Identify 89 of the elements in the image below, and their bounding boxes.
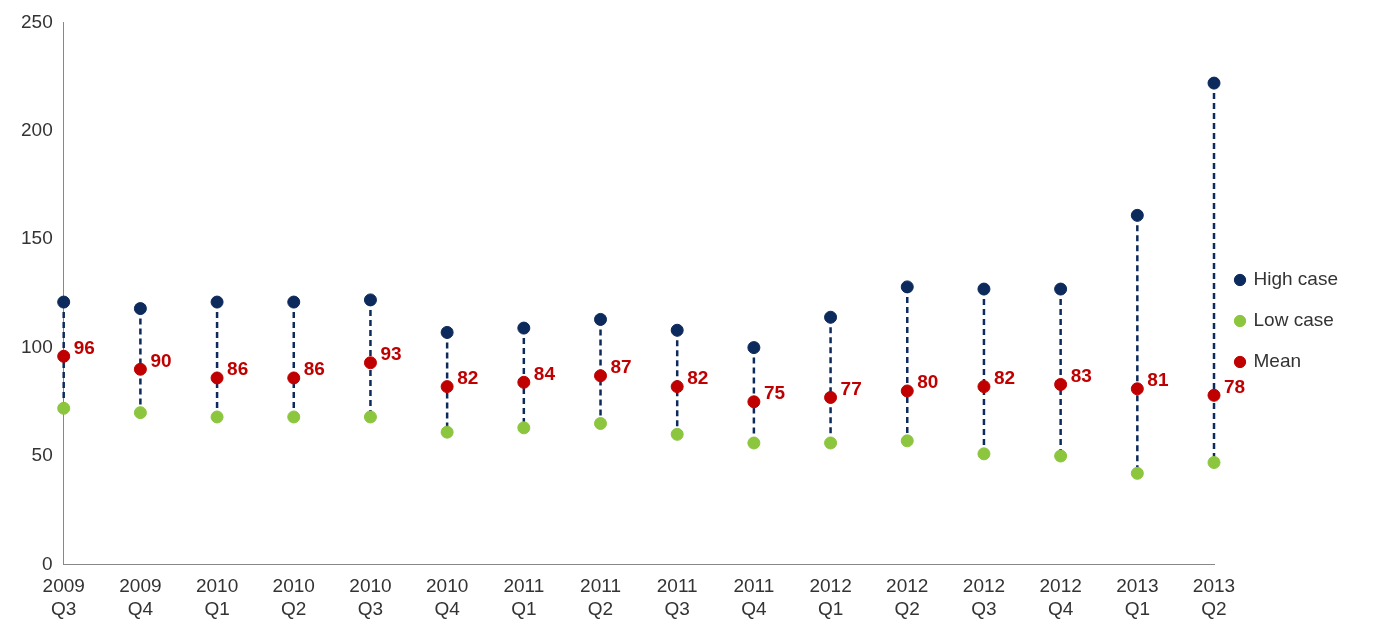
legend-label: Low case <box>1253 309 1334 331</box>
data-label: 77 <box>840 377 862 399</box>
data-label: 86 <box>303 358 325 380</box>
point <box>440 380 454 394</box>
data-label: 90 <box>150 349 172 371</box>
point <box>824 436 838 450</box>
point <box>133 406 147 420</box>
point <box>363 410 377 424</box>
point <box>287 410 301 424</box>
point <box>594 369 608 383</box>
data-label: 82 <box>687 366 709 388</box>
point <box>210 410 224 424</box>
point <box>57 349 71 363</box>
point <box>900 434 914 448</box>
point <box>440 425 454 439</box>
x-tick-label: 2010 Q3 <box>349 575 392 619</box>
point <box>57 295 71 309</box>
data-label: 82 <box>457 366 479 388</box>
point <box>1207 76 1221 90</box>
point <box>594 312 608 326</box>
point <box>1207 388 1221 402</box>
point <box>977 380 991 394</box>
point <box>517 421 531 435</box>
point <box>824 310 838 324</box>
point <box>1130 382 1144 396</box>
point <box>900 280 914 294</box>
data-label: 87 <box>610 356 632 378</box>
data-label: 75 <box>763 382 786 404</box>
point <box>747 395 761 409</box>
x-tick-label: 2010 Q2 <box>272 575 315 619</box>
data-label: 93 <box>380 343 402 365</box>
point <box>133 362 147 376</box>
point <box>57 401 71 415</box>
point <box>363 356 377 370</box>
y-tick-label: 200 <box>21 119 53 141</box>
point <box>133 302 147 316</box>
point <box>287 295 301 309</box>
legend-label: High case <box>1253 268 1339 290</box>
y-tick-label: 150 <box>21 227 53 249</box>
point <box>977 447 991 461</box>
x-tick-label: 2013 Q2 <box>1192 575 1236 619</box>
x-tick-label: 2010 Q1 <box>195 575 239 619</box>
data-label: 83 <box>1070 364 1092 386</box>
y-tick-label: 250 <box>21 10 53 32</box>
data-label: 78 <box>1224 375 1246 397</box>
data-label: 96 <box>73 336 95 358</box>
point <box>363 293 377 307</box>
data-label: 81 <box>1147 369 1169 391</box>
data-label: 80 <box>917 371 939 393</box>
point <box>287 371 301 385</box>
point <box>210 295 224 309</box>
data-label: 86 <box>227 358 249 380</box>
x-tick-label: 2012 Q2 <box>886 575 929 619</box>
x-tick-label: 2009 Q4 <box>119 575 162 619</box>
point <box>594 416 608 430</box>
point <box>517 321 531 335</box>
data-label: 84 <box>533 362 556 384</box>
point <box>824 390 838 404</box>
point <box>517 375 531 389</box>
point <box>670 427 684 441</box>
x-tick-label: 2010 Q4 <box>426 575 469 619</box>
point <box>1130 208 1144 222</box>
point <box>670 323 684 337</box>
legend-label: Mean <box>1253 350 1302 372</box>
x-tick-label: 2013 Q1 <box>1116 575 1159 619</box>
point <box>1054 282 1068 296</box>
x-tick-label: 2011 Q4 <box>733 575 775 619</box>
point <box>1130 466 1144 480</box>
x-tick-label: 2011 Q3 <box>656 575 698 619</box>
y-tick-label: 100 <box>21 335 53 357</box>
point <box>1054 449 1068 463</box>
x-tick-label: 2012 Q1 <box>809 575 852 619</box>
point <box>1207 456 1221 469</box>
data-label: 82 <box>993 366 1016 388</box>
point <box>747 436 761 450</box>
point <box>747 341 761 355</box>
point <box>670 380 684 394</box>
y-tick-label: 50 <box>31 444 53 466</box>
x-tick-label: 2011 Q2 <box>580 575 621 619</box>
y-tick-label: 0 <box>42 552 53 574</box>
point <box>210 371 224 385</box>
point <box>440 325 454 339</box>
x-tick-label: 2009 Q3 <box>42 575 85 619</box>
point <box>900 384 914 398</box>
point <box>1054 377 1068 391</box>
x-tick-label: 2012 Q3 <box>962 575 1006 619</box>
x-tick-label: 2011 Q1 <box>503 575 545 619</box>
x-tick-label: 2012 Q4 <box>1039 575 1082 619</box>
point <box>977 282 991 296</box>
